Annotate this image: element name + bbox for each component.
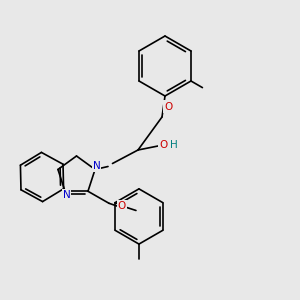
Text: H: H: [169, 140, 177, 150]
Text: O: O: [118, 201, 126, 211]
Text: O: O: [164, 101, 172, 112]
Text: N: N: [93, 161, 101, 171]
Text: O: O: [159, 140, 168, 150]
Text: N: N: [63, 190, 70, 200]
